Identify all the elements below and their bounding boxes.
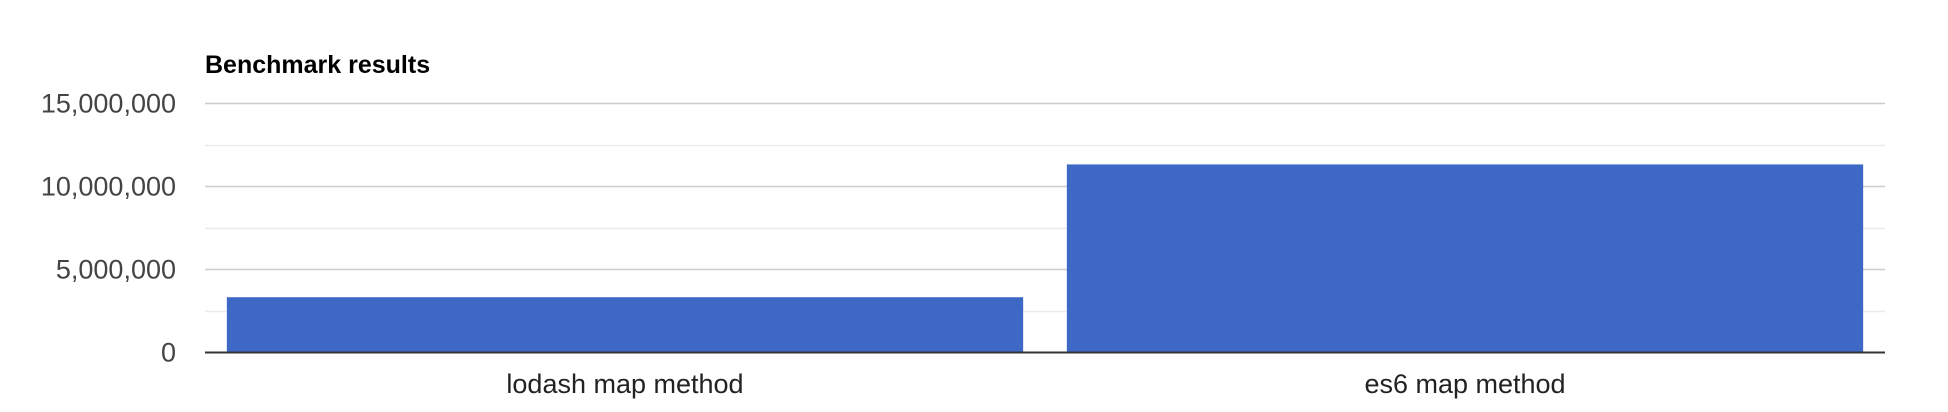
y-axis: 0 5,000,000 10,000,000 15,000,000: [41, 89, 176, 368]
bar[interactable]: [1066, 164, 1864, 352]
x-tick-label: lodash map method: [506, 369, 743, 399]
y-tick-label: 15,000,000: [41, 89, 176, 119]
x-axis: lodash map method es6 map method: [205, 351, 1885, 399]
y-tick-label: 10,000,000: [41, 172, 176, 202]
bar[interactable]: [226, 297, 1024, 352]
chart-title: Benchmark results: [205, 51, 430, 79]
y-tick-label: 0: [161, 338, 176, 368]
x-tick-label: es6 map method: [1364, 369, 1565, 399]
bars: [226, 164, 1864, 352]
y-tick-label: 5,000,000: [56, 255, 176, 285]
